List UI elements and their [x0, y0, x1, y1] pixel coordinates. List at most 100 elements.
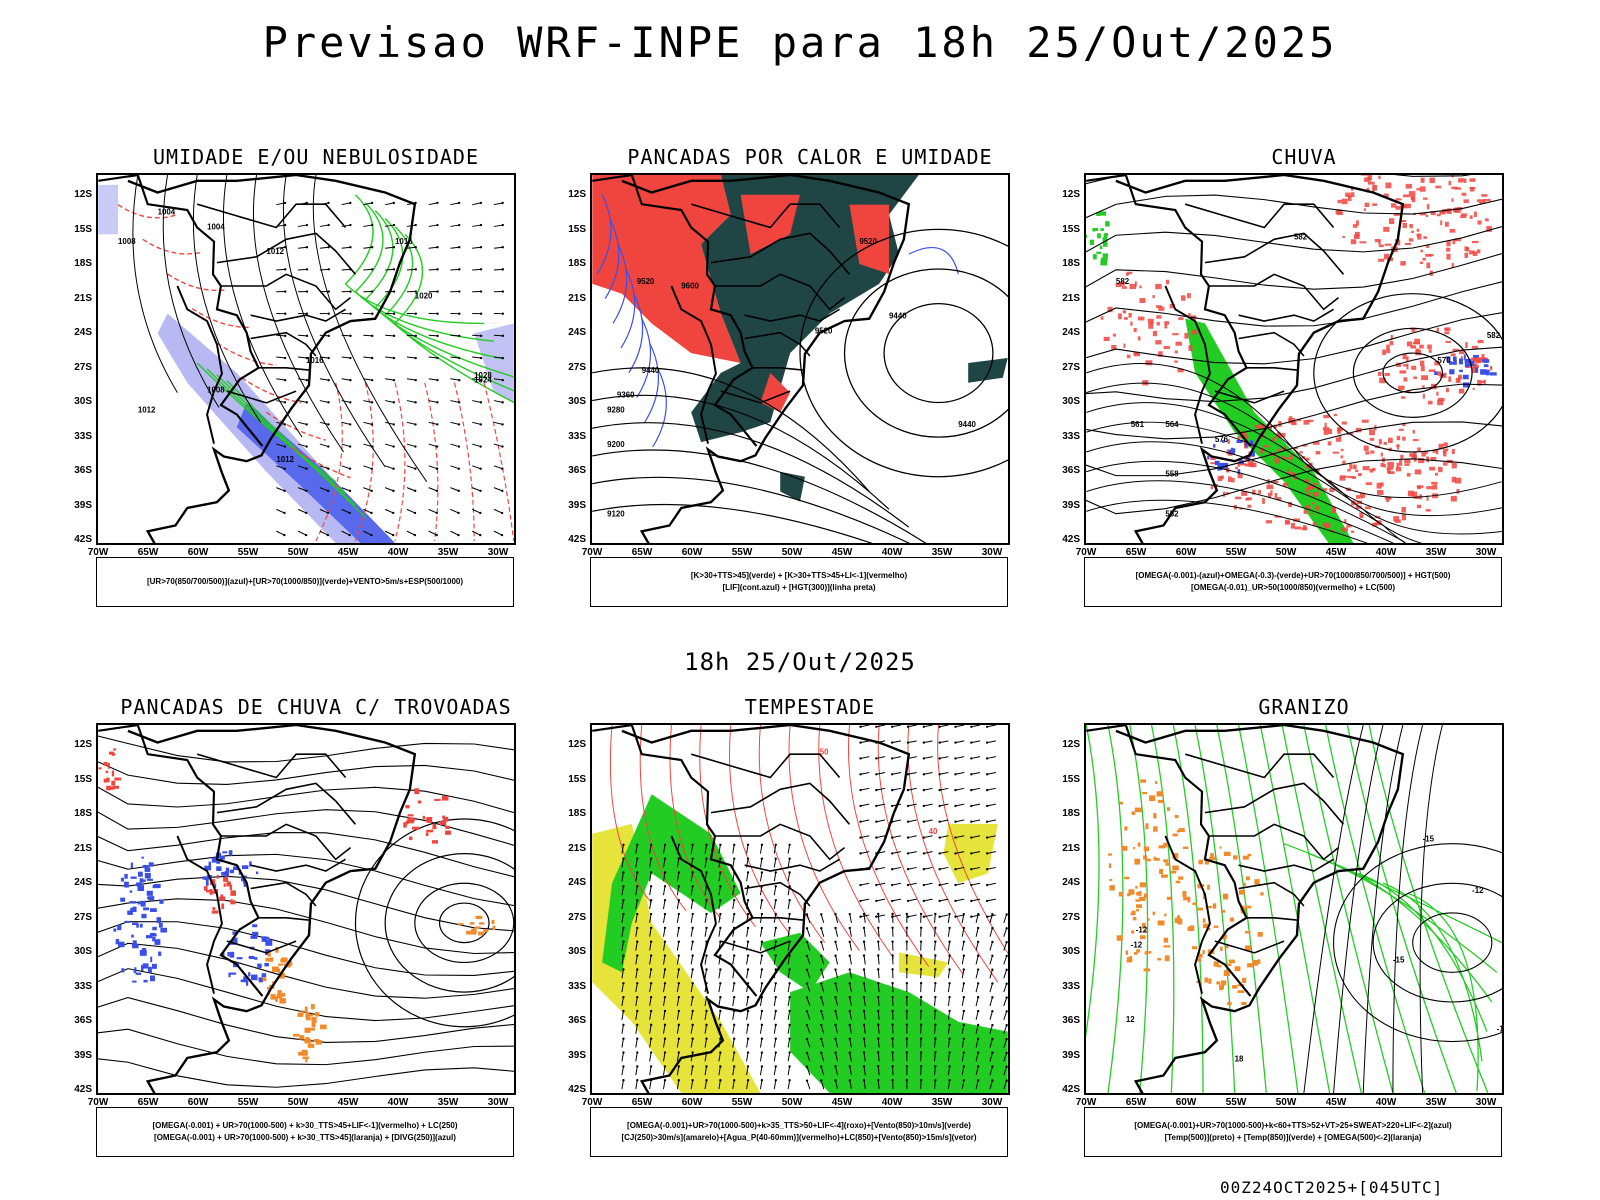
- map-frame: 1004 1004 1008 1012 1016 1020 1024 1028 1012 1008…: [96, 173, 516, 545]
- divergence-area: [202, 876, 210, 880]
- wind-vector: [705, 912, 708, 916]
- wind-vector: [649, 1038, 652, 1048]
- wind-vector: [435, 445, 439, 448]
- isobar: [312, 175, 428, 482]
- wind-vector: [305, 511, 308, 515]
- wind-vector: [676, 1052, 680, 1062]
- rain-area: [1312, 482, 1318, 486]
- wind-vector: [676, 969, 680, 979]
- wind-vector: [690, 872, 694, 882]
- wind-vector: [284, 312, 287, 315]
- wind-vector: [1003, 969, 1008, 979]
- lat-tick-label: 27S: [1062, 911, 1080, 923]
- wind-vector: [450, 224, 460, 227]
- wind-vector: [341, 530, 350, 536]
- wind-vector: [677, 926, 681, 930]
- divergence-area: [147, 878, 153, 881]
- rain-area: [1443, 451, 1447, 457]
- streamline-vortex: [354, 818, 514, 1028]
- storm-area: [111, 770, 115, 777]
- storm-area-orange: [304, 1038, 311, 1044]
- wind-vector: [962, 926, 966, 930]
- hail-omega-area: [1138, 890, 1142, 896]
- rain-area: [1273, 480, 1279, 484]
- wind-vector: [892, 740, 902, 744]
- omega-area: [1464, 363, 1470, 368]
- wind-vector: [435, 511, 438, 515]
- wind-vector: [875, 725, 878, 728]
- wind-vector: [370, 489, 373, 493]
- rain-area: [1415, 349, 1422, 356]
- lat-tick-label: 30S: [568, 396, 586, 407]
- rain-area: [1384, 243, 1392, 246]
- divergence-area: [115, 939, 120, 945]
- wind-vector: [939, 914, 949, 918]
- state-border: [258, 917, 310, 921]
- wind-vector: [947, 1024, 951, 1034]
- hail-omega-area: [1175, 880, 1181, 884]
- hail-omega-area: [1183, 896, 1190, 901]
- rain-area: [1452, 348, 1459, 351]
- wind-vector: [760, 857, 764, 860]
- wind-vector: [971, 882, 981, 886]
- wind-vector: [934, 1023, 937, 1026]
- divergence-area: [113, 928, 117, 932]
- wind-vector: [493, 378, 503, 381]
- storm-area-orange: [270, 957, 274, 962]
- contour-label: 1016: [395, 237, 413, 246]
- wind-vector: [471, 508, 481, 514]
- lon-tick-label: 45W: [1325, 547, 1347, 558]
- wind-vector: [859, 757, 862, 760]
- hail-omega-area: [1116, 935, 1123, 941]
- wind-vector: [283, 445, 287, 448]
- wind-vector: [283, 401, 287, 404]
- wind-vector: [348, 511, 351, 515]
- wind-vector: [500, 511, 504, 515]
- wind-vector: [939, 803, 949, 807]
- rain-area: [1403, 364, 1409, 367]
- wind-vector: [955, 725, 965, 728]
- wind-vector: [326, 511, 330, 515]
- divergence-area: [232, 931, 237, 935]
- rain-area: [1217, 476, 1223, 482]
- temp-850-contour: [1172, 725, 1204, 1093]
- wind-vector: [704, 927, 708, 937]
- wind-vector: [955, 803, 965, 807]
- rain-area: [1404, 459, 1411, 464]
- wind-vector: [458, 223, 461, 227]
- storm-area: [205, 889, 210, 893]
- wind-vector: [622, 843, 625, 846]
- wind-vector: [954, 757, 957, 760]
- wind-vector: [705, 954, 708, 957]
- rain-area: [1371, 522, 1378, 527]
- wind-vector: [788, 899, 791, 902]
- divergence-area: [261, 936, 267, 942]
- rh-low-contour: [354, 202, 495, 342]
- hail-omega-area: [1126, 957, 1130, 963]
- wind-vector: [835, 1024, 839, 1034]
- panel-trovoadas: PANCADAS DE CHUVA C/ TROVOADAS 12S 15S 18S…: [56, 695, 526, 1175]
- rain-area: [1188, 345, 1193, 351]
- wind-vector: [718, 969, 721, 979]
- wind-vector: [863, 997, 866, 1007]
- contour-label: 1004: [207, 222, 225, 231]
- lon-tick-label: 65W: [631, 547, 653, 558]
- rain-area: [1458, 178, 1464, 183]
- wind-vector: [991, 968, 994, 971]
- hail-omega-area: [1136, 949, 1141, 953]
- wind-vector: [704, 913, 708, 923]
- rain-area: [1438, 466, 1443, 473]
- wind-vector: [905, 954, 909, 957]
- wind-vector: [677, 843, 681, 846]
- wind-vector: [298, 268, 308, 271]
- divergence-area: [140, 965, 144, 971]
- instability-patch-ocean: [968, 358, 1008, 383]
- wind-vector: [746, 871, 750, 874]
- wind-vector: [922, 725, 926, 728]
- thickness-contour: [266, 411, 326, 441]
- omega-area: [1092, 254, 1097, 260]
- wind-vector: [662, 913, 666, 923]
- forecast-time-label: 18h 25/Out/2025: [684, 648, 916, 676]
- wind-vector: [820, 1010, 823, 1013]
- wind-vector: [732, 1080, 735, 1090]
